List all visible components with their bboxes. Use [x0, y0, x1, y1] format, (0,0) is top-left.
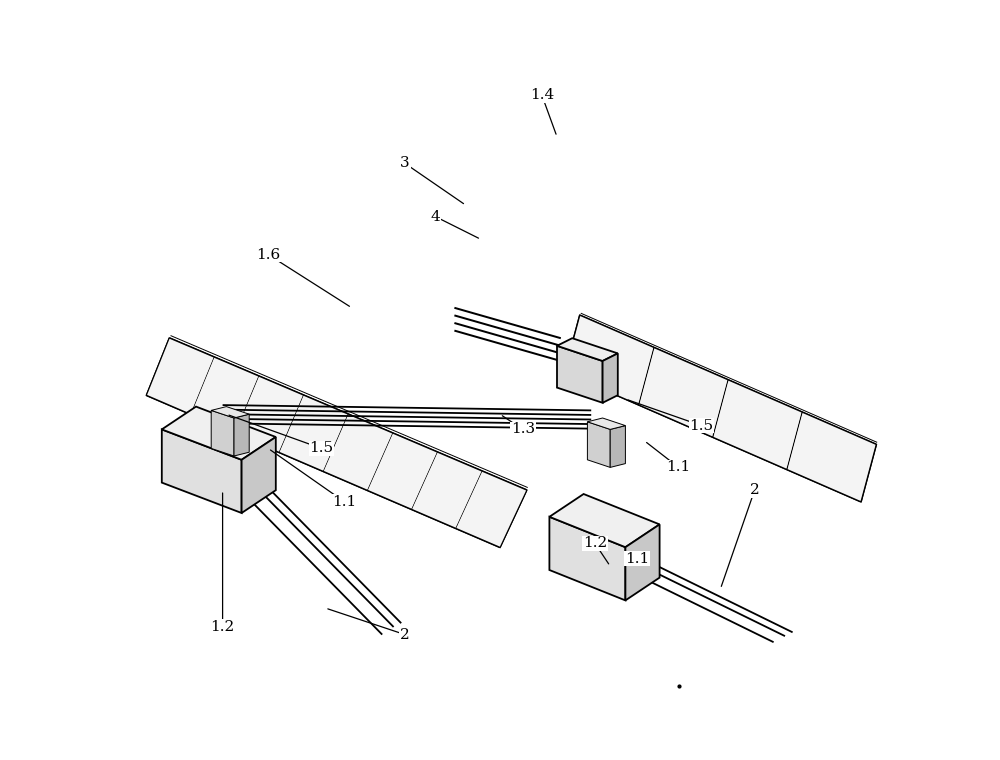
- Polygon shape: [162, 429, 242, 513]
- Text: 1.2: 1.2: [210, 620, 235, 634]
- Polygon shape: [713, 381, 801, 469]
- Text: 1.5: 1.5: [309, 442, 333, 455]
- Polygon shape: [324, 415, 392, 489]
- Text: 2: 2: [400, 628, 410, 641]
- Polygon shape: [280, 396, 347, 470]
- Polygon shape: [565, 316, 653, 404]
- Polygon shape: [587, 418, 625, 429]
- Polygon shape: [368, 434, 437, 508]
- Polygon shape: [557, 338, 618, 361]
- Text: 1.2: 1.2: [583, 537, 607, 550]
- Text: 1.6: 1.6: [256, 248, 280, 261]
- Polygon shape: [625, 524, 660, 600]
- Polygon shape: [235, 377, 303, 451]
- Polygon shape: [162, 407, 276, 460]
- Polygon shape: [587, 422, 610, 467]
- Polygon shape: [211, 410, 234, 456]
- Text: 1.4: 1.4: [530, 88, 554, 102]
- Polygon shape: [549, 517, 625, 600]
- Polygon shape: [788, 413, 876, 501]
- Text: 2: 2: [750, 483, 759, 497]
- Polygon shape: [147, 339, 214, 413]
- Polygon shape: [412, 453, 481, 527]
- Polygon shape: [557, 346, 603, 403]
- Polygon shape: [234, 414, 249, 456]
- Polygon shape: [565, 315, 876, 502]
- Polygon shape: [242, 437, 276, 513]
- Polygon shape: [610, 426, 625, 467]
- Text: 1.1: 1.1: [332, 495, 356, 508]
- Text: 1.5: 1.5: [689, 419, 713, 432]
- Polygon shape: [549, 494, 660, 547]
- Polygon shape: [456, 472, 526, 546]
- Polygon shape: [211, 407, 249, 418]
- Text: 1.3: 1.3: [511, 423, 535, 436]
- Polygon shape: [603, 353, 618, 403]
- Polygon shape: [191, 358, 258, 432]
- Text: 1.1: 1.1: [625, 552, 649, 565]
- Polygon shape: [147, 338, 527, 547]
- Polygon shape: [639, 348, 727, 436]
- Text: 1.1: 1.1: [666, 461, 691, 474]
- Text: 4: 4: [431, 210, 440, 223]
- Text: 3: 3: [400, 157, 410, 170]
